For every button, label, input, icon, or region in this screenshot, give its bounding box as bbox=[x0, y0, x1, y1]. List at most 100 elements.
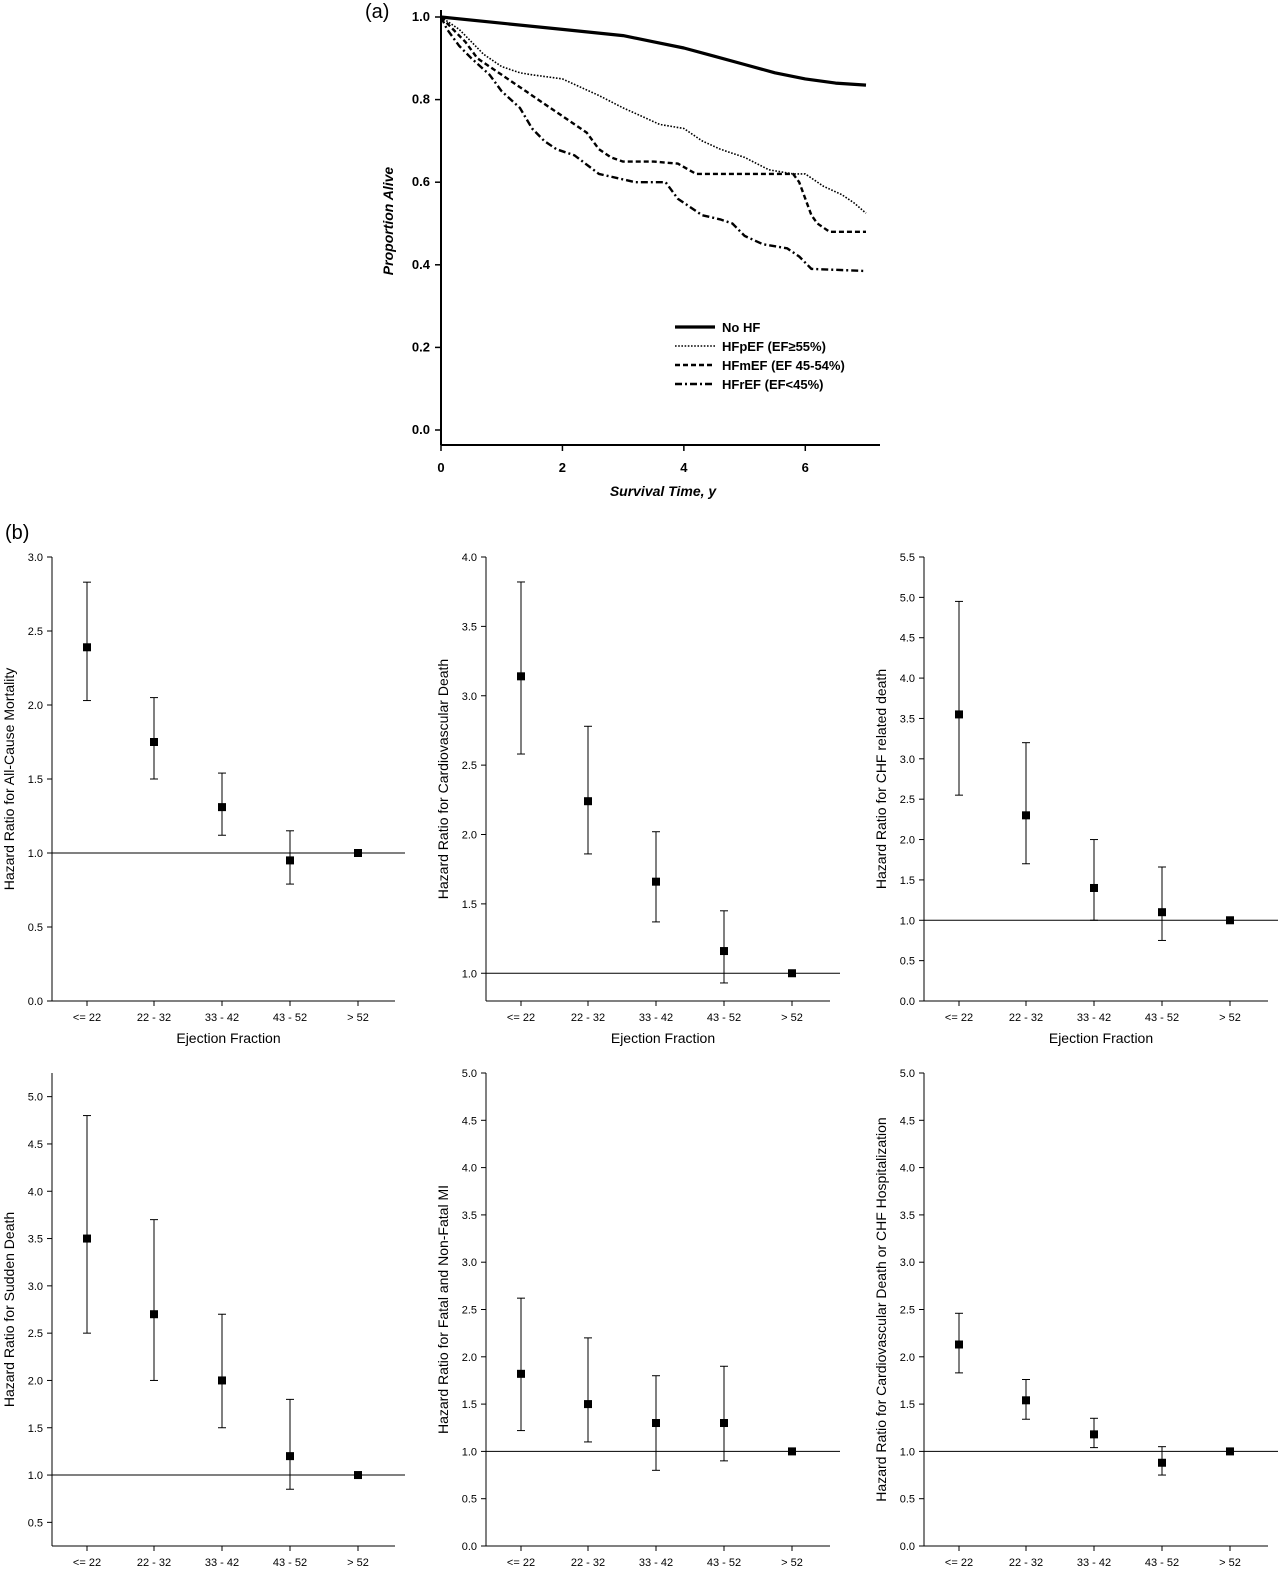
x-tick-label: 43 - 52 bbox=[707, 1012, 741, 1024]
legend-label: HFmEF (EF 45-54%) bbox=[722, 358, 845, 373]
x-tick-label: <= 22 bbox=[945, 1557, 973, 1569]
y-tick-label: 0.5 bbox=[28, 1517, 43, 1529]
data-point bbox=[286, 1452, 294, 1461]
x-tick-label: 33 - 42 bbox=[639, 1557, 673, 1569]
x-tick-label: 43 - 52 bbox=[273, 1012, 307, 1024]
hr-panel-b4: 0.5 1.0 1.5 2.0 2.5 3.0 3.5 4.0 4.5 5.0 <= 22 22 - … bbox=[1, 1073, 405, 1569]
y-tick-label: 3.0 bbox=[28, 1281, 43, 1293]
y-tick-label: 2.5 bbox=[462, 760, 477, 772]
data-point bbox=[955, 710, 963, 719]
data-point bbox=[83, 1234, 91, 1243]
data-point bbox=[1022, 1396, 1030, 1405]
data-point bbox=[1226, 916, 1234, 925]
x-tick-label: > 52 bbox=[781, 1012, 803, 1024]
y-tick-label: 1.0 bbox=[28, 1470, 43, 1482]
x-tick-label: <= 22 bbox=[73, 1012, 101, 1024]
panel-label-a: (a) bbox=[365, 1, 389, 23]
y-axis-title: Hazard Ratio for Cardiovascular Death bbox=[435, 659, 451, 899]
y-tick-label: 3.5 bbox=[900, 713, 915, 725]
hr-panel-b6: 0.0 0.5 1.0 1.5 2.0 2.5 3.0 3.5 4.0 4.5 5.0 <= 22 22… bbox=[873, 1068, 1278, 1569]
panel-label-b: (b) bbox=[5, 522, 29, 544]
data-point bbox=[652, 877, 660, 886]
data-point bbox=[286, 856, 294, 865]
data-point bbox=[1158, 1458, 1166, 1467]
y-axis-title: Hazard Ratio for Cardiovascular Death or… bbox=[873, 1117, 889, 1501]
x-tick-label: 22 - 32 bbox=[137, 1012, 171, 1024]
x-tick-label: 22 - 32 bbox=[1009, 1012, 1043, 1024]
x-tick-label: 33 - 42 bbox=[639, 1012, 673, 1024]
x-tick-label: 22 - 32 bbox=[571, 1557, 605, 1569]
y-tick-label: 3.0 bbox=[900, 1257, 915, 1269]
x-tick-label: > 52 bbox=[1219, 1012, 1241, 1024]
y-tick-label: 2.5 bbox=[900, 1305, 915, 1317]
x-axis-title: Survival Time, y bbox=[610, 483, 718, 499]
y-tick-label: 4.5 bbox=[900, 633, 915, 645]
y-axis-title: Hazard Ratio for All-Cause Mortality bbox=[1, 668, 17, 891]
y-tick-label: 5.0 bbox=[900, 1068, 915, 1080]
x-tick-label: 33 - 42 bbox=[1077, 1012, 1111, 1024]
y-tick-label: 5.0 bbox=[900, 592, 915, 604]
legend-label: HFrEF (EF<45%) bbox=[722, 377, 824, 392]
y-tick-label: 2.5 bbox=[900, 794, 915, 806]
x-tick-label: 43 - 52 bbox=[1145, 1012, 1179, 1024]
y-tick-label: 3.5 bbox=[462, 1210, 477, 1222]
data-point bbox=[150, 738, 158, 746]
y-tick-label: 1.5 bbox=[28, 774, 43, 786]
y-tick-label: 4.0 bbox=[900, 673, 915, 685]
y-tick-label: 1.0 bbox=[462, 968, 477, 980]
data-point bbox=[788, 969, 796, 978]
y-tick-label: 1.5 bbox=[900, 1399, 915, 1411]
y-tick-label: 5.0 bbox=[462, 1068, 477, 1080]
y-tick-label: 3.5 bbox=[28, 1234, 43, 1246]
data-point bbox=[1022, 811, 1030, 820]
y-tick-label: 0.8 bbox=[412, 92, 430, 107]
hr-panel-b2: 1.0 1.5 2.0 2.5 3.0 3.5 4.0 <= 22 22 - 32 33 - 42… bbox=[435, 552, 840, 1046]
y-tick-label: 3.0 bbox=[900, 754, 915, 766]
hr-panel-b3: 0.0 0.5 1.0 1.5 2.0 2.5 3.0 3.5 4.0 4.5 5.0 5.5 <= 2… bbox=[873, 552, 1278, 1046]
x-tick-label: 22 - 32 bbox=[1009, 1557, 1043, 1569]
x-tick-label: 6 bbox=[802, 460, 809, 475]
y-tick-label: 1.5 bbox=[462, 899, 477, 911]
y-tick-label: 5.5 bbox=[900, 552, 915, 564]
y-tick-label: 1.5 bbox=[28, 1423, 43, 1435]
y-tick-label: 0.0 bbox=[28, 996, 43, 1008]
y-tick-label: 4.0 bbox=[462, 552, 477, 564]
y-tick-label: 1.5 bbox=[462, 1399, 477, 1411]
y-tick-label: 2.5 bbox=[28, 626, 43, 638]
y-tick-label: 0.2 bbox=[412, 339, 430, 354]
y-tick-label: 0.5 bbox=[28, 922, 43, 934]
data-point bbox=[720, 1419, 728, 1428]
y-tick-label: 2.0 bbox=[28, 1375, 43, 1387]
hr-panel-b5: 0.0 0.5 1.0 1.5 2.0 2.5 3.0 3.5 4.0 4.5 5.0 <= 22 22… bbox=[435, 1068, 840, 1569]
x-tick-label: <= 22 bbox=[507, 1012, 535, 1024]
y-tick-label: 3.0 bbox=[28, 552, 43, 564]
legend-label: No HF bbox=[722, 320, 760, 335]
legend-label: HFpEF (EF≥55%) bbox=[722, 339, 826, 354]
y-tick-label: 0.6 bbox=[412, 174, 430, 189]
data-point bbox=[584, 1400, 592, 1409]
x-tick-label: 43 - 52 bbox=[273, 1557, 307, 1569]
data-point bbox=[218, 1376, 226, 1385]
y-tick-label: 2.5 bbox=[462, 1305, 477, 1317]
y-tick-label: 0.4 bbox=[412, 257, 431, 272]
y-tick-label: 0.0 bbox=[900, 996, 915, 1008]
y-tick-label: 4.0 bbox=[462, 1163, 477, 1175]
x-axis-title: Ejection Fraction bbox=[1049, 1030, 1153, 1046]
y-tick-label: 1.0 bbox=[462, 1446, 477, 1458]
y-tick-label: 4.5 bbox=[462, 1115, 477, 1127]
y-tick-label: 0.5 bbox=[900, 956, 915, 968]
x-tick-label: 43 - 52 bbox=[1145, 1557, 1179, 1569]
data-point bbox=[1090, 1430, 1098, 1439]
data-point bbox=[584, 797, 592, 806]
y-tick-label: 4.5 bbox=[28, 1139, 43, 1151]
y-tick-label: 2.0 bbox=[900, 835, 915, 847]
x-tick-label: 33 - 42 bbox=[205, 1012, 239, 1024]
data-point bbox=[720, 947, 728, 956]
y-tick-label: 3.5 bbox=[900, 1210, 915, 1222]
x-tick-label: > 52 bbox=[347, 1557, 369, 1569]
y-tick-label: 0.0 bbox=[412, 422, 430, 437]
survival-curve-chart: 0.0 0.2 0.4 0.6 0.8 1.0 0 2 4 6 Survival Time, y Pr… bbox=[380, 9, 880, 499]
y-tick-label: 3.0 bbox=[462, 1257, 477, 1269]
y-tick-label: 1.0 bbox=[412, 9, 430, 24]
x-tick-label: 43 - 52 bbox=[707, 1557, 741, 1569]
